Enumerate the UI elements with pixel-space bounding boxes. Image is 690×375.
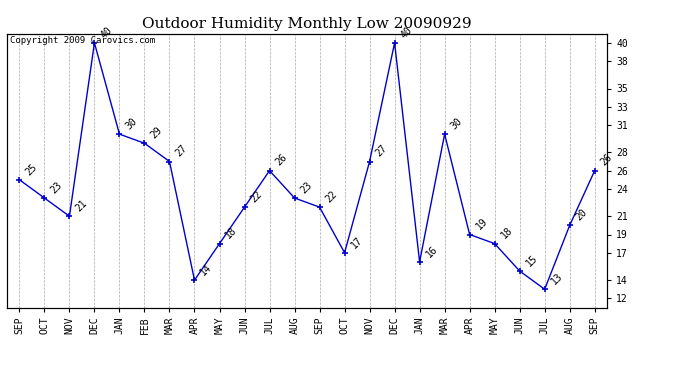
- Text: 21: 21: [74, 198, 89, 213]
- Text: 27: 27: [374, 143, 389, 159]
- Text: 15: 15: [524, 253, 539, 268]
- Text: 17: 17: [348, 235, 364, 250]
- Text: 40: 40: [99, 25, 114, 40]
- Text: 22: 22: [324, 189, 339, 204]
- Text: 26: 26: [274, 153, 289, 168]
- Text: 40: 40: [399, 25, 414, 40]
- Text: 30: 30: [448, 116, 464, 131]
- Title: Outdoor Humidity Monthly Low 20090929: Outdoor Humidity Monthly Low 20090929: [142, 17, 472, 31]
- Text: 18: 18: [499, 225, 514, 241]
- Text: 20: 20: [574, 207, 589, 223]
- Text: 16: 16: [424, 244, 439, 259]
- Text: 26: 26: [599, 153, 614, 168]
- Text: 19: 19: [474, 216, 489, 232]
- Text: 13: 13: [549, 271, 564, 286]
- Text: 22: 22: [248, 189, 264, 204]
- Text: 14: 14: [199, 262, 214, 278]
- Text: 25: 25: [23, 162, 39, 177]
- Text: 23: 23: [299, 180, 314, 195]
- Text: 29: 29: [148, 125, 164, 141]
- Text: Copyright 2009 Carovics.com: Copyright 2009 Carovics.com: [10, 36, 155, 45]
- Text: 23: 23: [48, 180, 64, 195]
- Text: 27: 27: [174, 143, 189, 159]
- Text: 30: 30: [124, 116, 139, 131]
- Text: 18: 18: [224, 225, 239, 241]
